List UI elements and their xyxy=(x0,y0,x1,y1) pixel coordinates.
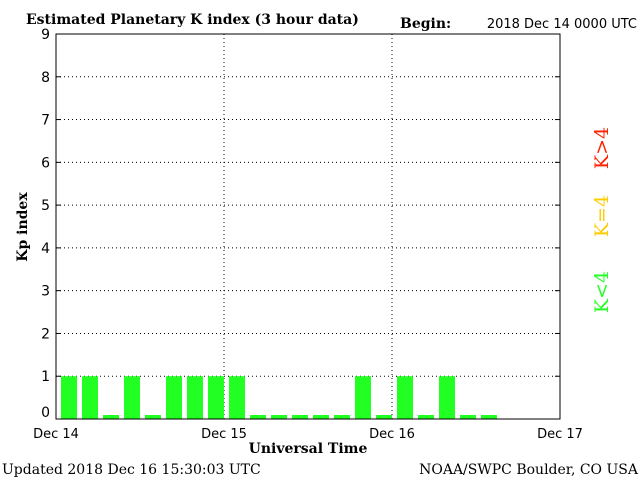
bar xyxy=(439,376,455,419)
y-tick-label: 7 xyxy=(41,113,50,129)
updated-timestamp: Updated 2018 Dec 16 15:30:03 UTC xyxy=(2,462,261,478)
bar xyxy=(460,415,476,419)
x-axis-label: Universal Time xyxy=(249,441,368,457)
plot-frame xyxy=(55,33,561,420)
bar xyxy=(355,376,371,419)
bar xyxy=(418,415,434,419)
y-tick-label: 4 xyxy=(41,241,50,257)
bar xyxy=(61,376,77,419)
y-tick-label: 9 xyxy=(41,27,50,43)
bar xyxy=(334,415,350,419)
y-tick-label: 8 xyxy=(41,70,50,86)
y-tick-label: 0 xyxy=(41,405,50,421)
bar xyxy=(313,415,329,419)
y-tick-label: 2 xyxy=(41,326,50,342)
y-tick-label: 3 xyxy=(41,284,50,300)
bar xyxy=(397,376,413,419)
x-tick-label: Dec 14 xyxy=(33,427,79,442)
x-tick-labels: Dec 14 Dec 15 Dec 16 Dec 17 xyxy=(33,427,583,442)
bar xyxy=(145,415,161,419)
y-tick-label: 1 xyxy=(41,369,50,385)
x-tick-label: Dec 16 xyxy=(369,427,415,442)
y-tick-label: 6 xyxy=(41,155,50,171)
y-tick-label: 5 xyxy=(41,198,50,214)
chart-title: Estimated Planetary K index (3 hour data… xyxy=(26,12,359,28)
bar xyxy=(250,415,266,419)
bar xyxy=(124,376,140,419)
bar xyxy=(166,376,182,419)
bar-series xyxy=(61,376,497,419)
begin-value: 2018 Dec 14 0000 UTC xyxy=(487,17,637,32)
bar xyxy=(292,415,308,419)
legend-k-equal-4: K=4 xyxy=(591,195,613,237)
bar xyxy=(208,376,224,419)
grid-lines xyxy=(56,34,560,419)
bar xyxy=(103,415,119,419)
y-axis-label: Kp index xyxy=(15,192,31,262)
bar xyxy=(82,376,98,419)
bar xyxy=(187,376,203,419)
bar xyxy=(481,415,497,419)
bar xyxy=(271,415,287,419)
source-credit: NOAA/SWPC Boulder, CO USA xyxy=(419,462,639,478)
y-tick-labels: 0 1 2 3 4 5 6 7 8 9 xyxy=(41,27,560,421)
x-tick-label: Dec 15 xyxy=(201,427,247,442)
bar xyxy=(229,376,245,419)
bar xyxy=(376,415,392,419)
begin-label: Begin: xyxy=(400,16,451,32)
x-tick-label: Dec 17 xyxy=(537,427,583,442)
legend-k-greater-4: K>4 xyxy=(591,127,613,169)
legend-k-less-4: K<4 xyxy=(591,271,613,313)
